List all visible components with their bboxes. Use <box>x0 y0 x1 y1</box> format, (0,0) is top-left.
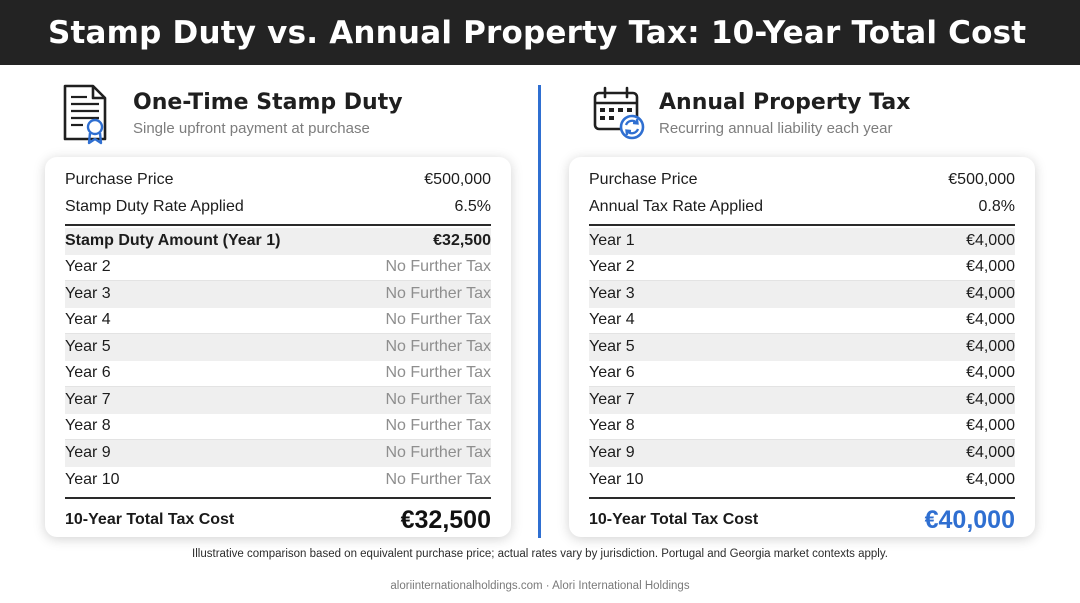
table-row: Year 6 No Further Tax <box>65 361 491 387</box>
property-tax-table: Purchase Price €500,000 Annual Tax Rate … <box>569 157 1035 537</box>
row-value: €500,000 <box>948 171 1015 189</box>
row-value: €4,000 <box>966 338 1015 356</box>
row-value: €4,000 <box>966 232 1015 250</box>
row-value: €4,000 <box>966 364 1015 382</box>
stamp-duty-heading: One-Time Stamp Duty <box>133 90 403 115</box>
row-value: 0.8% <box>978 197 1015 215</box>
header-bar: Stamp Duty vs. Annual Property Tax: 10-Y… <box>0 0 1080 65</box>
table-row: Stamp Duty Amount (Year 1) €32,500 <box>65 228 491 255</box>
row-value: €32,500 <box>433 232 491 250</box>
table-row: Year 7 No Further Tax <box>65 387 491 414</box>
table-row: Purchase Price €500,000 <box>589 167 1015 194</box>
row-value: €4,000 <box>966 391 1015 409</box>
row-label: Purchase Price <box>65 171 174 189</box>
stamp-duty-panel: One-Time Stamp Duty Single upfront payme… <box>45 80 511 537</box>
footnote: Illustrative comparison based on equival… <box>192 548 888 560</box>
row-value: 6.5% <box>454 197 491 215</box>
page-title: Stamp Duty vs. Annual Property Tax: 10-Y… <box>48 14 1027 51</box>
row-value: No Further Tax <box>385 391 491 409</box>
table-separator <box>65 497 491 499</box>
footer-brand: aloriinternationalholdings.com · Alori I… <box>390 580 690 592</box>
total-row: 10-Year Total Tax Cost €40,000 <box>589 501 1015 539</box>
row-value: €4,000 <box>966 470 1015 488</box>
calendar-recurring-icon <box>593 86 645 140</box>
row-value: No Further Tax <box>385 338 491 356</box>
table-row: Year 4 No Further Tax <box>65 308 491 334</box>
row-value: No Further Tax <box>385 470 491 488</box>
row-label: Year 4 <box>65 311 111 329</box>
row-label: Year 5 <box>65 338 111 356</box>
table-row: Year 3 €4,000 <box>589 281 1015 308</box>
table-row: Year 10 No Further Tax <box>65 467 491 494</box>
table-separator <box>589 497 1015 499</box>
row-label: Stamp Duty Rate Applied <box>65 197 244 215</box>
table-row: Year 7 €4,000 <box>589 387 1015 414</box>
row-label: Year 1 <box>589 232 635 250</box>
row-value: €4,000 <box>966 417 1015 435</box>
property-tax-panel: Annual Property Tax Recurring annual lia… <box>569 80 1035 537</box>
row-label: Year 6 <box>589 364 635 382</box>
table-row: Year 2 €4,000 <box>589 255 1015 281</box>
table-separator <box>589 224 1015 226</box>
table-row: Year 1 €4,000 <box>589 228 1015 255</box>
row-label: Year 8 <box>589 417 635 435</box>
row-label: Year 9 <box>589 444 635 462</box>
total-row: 10-Year Total Tax Cost €32,500 <box>65 501 491 539</box>
row-label: Annual Tax Rate Applied <box>589 197 764 215</box>
row-value: No Further Tax <box>385 417 491 435</box>
table-separator <box>65 224 491 226</box>
stamp-duty-panel-header: One-Time Stamp Duty Single upfront payme… <box>45 80 511 156</box>
document-certificate-icon <box>63 84 107 145</box>
row-label: Year 3 <box>65 285 111 303</box>
property-tax-heading: Annual Property Tax <box>659 90 911 115</box>
center-divider <box>538 85 541 538</box>
row-label: Year 6 <box>65 364 111 382</box>
table-row: Year 8 €4,000 <box>589 414 1015 440</box>
property-tax-subheading: Recurring annual liability each year <box>659 120 893 137</box>
row-label: Year 7 <box>65 391 111 409</box>
row-value: No Further Tax <box>385 364 491 382</box>
total-label: 10-Year Total Tax Cost <box>65 511 235 528</box>
row-label: Year 2 <box>589 258 635 276</box>
total-value: €32,500 <box>400 505 491 534</box>
table-row: Year 9 €4,000 <box>589 440 1015 467</box>
row-value: No Further Tax <box>385 258 491 276</box>
table-row: Year 10 €4,000 <box>589 467 1015 494</box>
row-value: No Further Tax <box>385 311 491 329</box>
row-value: €4,000 <box>966 444 1015 462</box>
row-value: No Further Tax <box>385 285 491 303</box>
row-value: €4,000 <box>966 258 1015 276</box>
property-tax-panel-header: Annual Property Tax Recurring annual lia… <box>569 80 1035 156</box>
table-row: Purchase Price €500,000 <box>65 167 491 194</box>
row-label: Year 10 <box>589 470 644 488</box>
table-row: Year 3 No Further Tax <box>65 281 491 308</box>
row-label: Year 5 <box>589 338 635 356</box>
row-label: Year 7 <box>589 391 635 409</box>
table-row: Year 6 €4,000 <box>589 361 1015 387</box>
total-label: 10-Year Total Tax Cost <box>589 511 759 528</box>
table-row: Stamp Duty Rate Applied 6.5% <box>65 194 491 221</box>
row-label: Year 3 <box>589 285 635 303</box>
table-row: Year 5 €4,000 <box>589 334 1015 361</box>
total-value: €40,000 <box>924 505 1015 534</box>
table-row: Year 4 €4,000 <box>589 308 1015 334</box>
table-row: Year 5 No Further Tax <box>65 334 491 361</box>
row-value: €4,000 <box>966 311 1015 329</box>
table-row: Annual Tax Rate Applied 0.8% <box>589 194 1015 221</box>
row-value: €500,000 <box>424 171 491 189</box>
row-label: Year 2 <box>65 258 111 276</box>
row-label: Stamp Duty Amount (Year 1) <box>65 232 281 250</box>
stamp-duty-table: Purchase Price €500,000 Stamp Duty Rate … <box>45 157 511 537</box>
row-label: Year 8 <box>65 417 111 435</box>
row-value: €4,000 <box>966 285 1015 303</box>
row-label: Year 10 <box>65 470 120 488</box>
row-value: No Further Tax <box>385 444 491 462</box>
table-row: Year 9 No Further Tax <box>65 440 491 467</box>
row-label: Year 9 <box>65 444 111 462</box>
stamp-duty-subheading: Single upfront payment at purchase <box>133 120 370 137</box>
row-label: Purchase Price <box>589 171 698 189</box>
table-row: Year 2 No Further Tax <box>65 255 491 281</box>
table-row: Year 8 No Further Tax <box>65 414 491 440</box>
row-label: Year 4 <box>589 311 635 329</box>
